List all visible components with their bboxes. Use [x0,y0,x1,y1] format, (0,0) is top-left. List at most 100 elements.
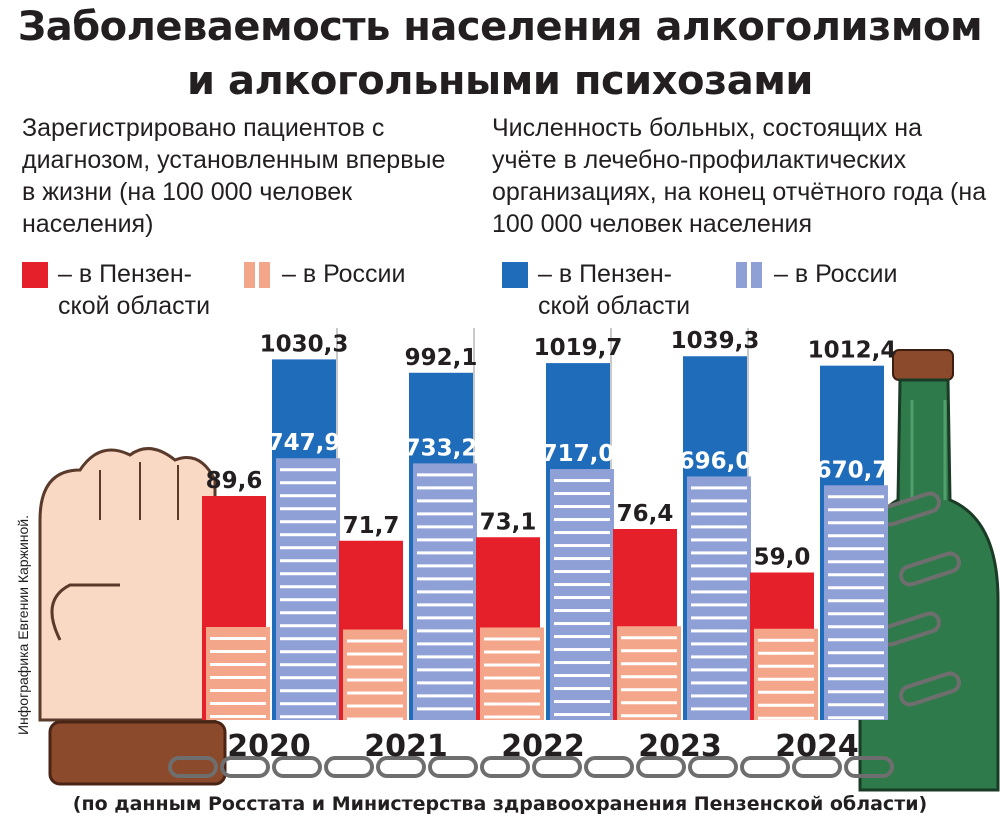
bar-stripe [758,651,814,655]
bar-stripe [417,564,473,568]
bar-stripe [417,577,473,581]
bar-stripe [691,590,747,594]
data-label-red-2022: 73,1 [480,509,537,535]
right-series-description: Численность больных, состоящих на учёте … [492,114,987,238]
bar-stripe [280,494,336,498]
bar-stripe [210,689,266,692]
bar-salmon-2024 [754,628,818,720]
chain-link [376,756,426,778]
chain-link [220,756,270,778]
bar-lavender-2023-fill [687,476,751,720]
data-label-blue-2024: 1012,4 [808,338,897,364]
bar-lavender-2023 [687,476,751,720]
chain-link [792,756,842,778]
bar-lavender-2024-fill [824,485,888,720]
year-label-2022: 2022 [501,729,585,764]
chain-link [480,756,530,778]
bar-stripe [758,664,814,668]
data-label-lavender-2021: 733,2 [405,435,478,461]
bar-stripe [621,714,677,718]
bar-stripe [691,603,747,607]
bar-stripe [484,676,540,680]
chain-link [899,671,961,707]
data-label-blue-2023: 1039,3 [671,328,760,354]
data-label-red-2020: 89,6 [206,468,263,494]
bar-stripe [210,702,266,705]
bar-stripe [554,479,610,483]
bar-stripe [691,694,747,698]
chain-link [636,756,686,778]
bar-stripe [280,481,336,485]
bar-stripe [347,652,403,656]
bar-stripe [554,687,610,691]
bar-salmon-2022-fill [480,627,544,720]
bar-stripe [280,624,336,628]
data-label-red-2023: 76,4 [617,501,674,527]
bar-stripe [417,603,473,607]
bar-stripe [554,596,610,600]
bar-stripe [210,650,266,653]
bar-stripe [758,677,814,681]
bar-stripe [758,703,814,707]
bar-stripe [280,468,336,472]
left-series-description: Зарегистрировано пациентов с диагнозом, … [22,114,446,238]
shackle-cuff [48,720,227,786]
bar-stripe [484,689,540,693]
bar-stripe [828,716,884,720]
chain-link [844,756,894,778]
bar-stripe [828,560,884,564]
data-label-red-2021: 71,7 [343,513,400,539]
bar-stripe [554,713,610,717]
year-label-2021: 2021 [364,729,448,764]
bar-stripe [554,583,610,587]
bar-stripe [691,707,747,711]
bar-stripe [417,538,473,542]
bar-stripe [828,612,884,616]
legend-label-salmon: – в России [282,260,406,288]
bar-stripe [691,499,747,503]
chain-link [168,756,218,778]
bar-stripe [828,521,884,525]
bar-stripe [484,637,540,641]
bar-stripe [554,544,610,548]
bar-stripe [691,681,747,685]
bar-stripe [280,676,336,680]
data-label-red-2024: 59,0 [754,545,811,571]
bar-stripe [554,648,610,652]
bar-stripe [828,534,884,538]
bar-stripe [621,688,677,692]
bar-stripe [417,512,473,516]
bar-stripe [554,622,610,626]
bar-stripe [347,665,403,669]
year-label-2023: 2023 [638,729,722,764]
data-label-salmon-2022: 37,0 [480,600,537,626]
data-label-lavender-2020: 747,9 [268,430,341,456]
bar-stripe [828,599,884,603]
bar-stripe [828,495,884,499]
chain-link [532,756,582,778]
bar-stripe [280,689,336,693]
bar-stripe [828,664,884,668]
bar-stripe [347,717,403,721]
legend-swatch-red [22,262,48,288]
bar-stripe [621,701,677,705]
legend-label-lavender: – в России [774,260,898,288]
credit-label: Инфографика Евгении Каржиной. [15,515,31,735]
bar-stripe [280,533,336,537]
bar-stripe [417,616,473,620]
bar-stripe [417,694,473,698]
bar-stripe [417,590,473,594]
bar-stripe [828,638,884,642]
bar-stripe [417,655,473,659]
bar-stripe [280,702,336,706]
bar-stripe [280,650,336,654]
bar-stripe [691,525,747,529]
bar-stripe [691,668,747,672]
chain-link [899,551,961,587]
bar-stripe [417,629,473,633]
bar-stripe [828,625,884,629]
chain-link [272,756,322,778]
bar-stripe [554,492,610,496]
bar-stripe [210,663,266,666]
